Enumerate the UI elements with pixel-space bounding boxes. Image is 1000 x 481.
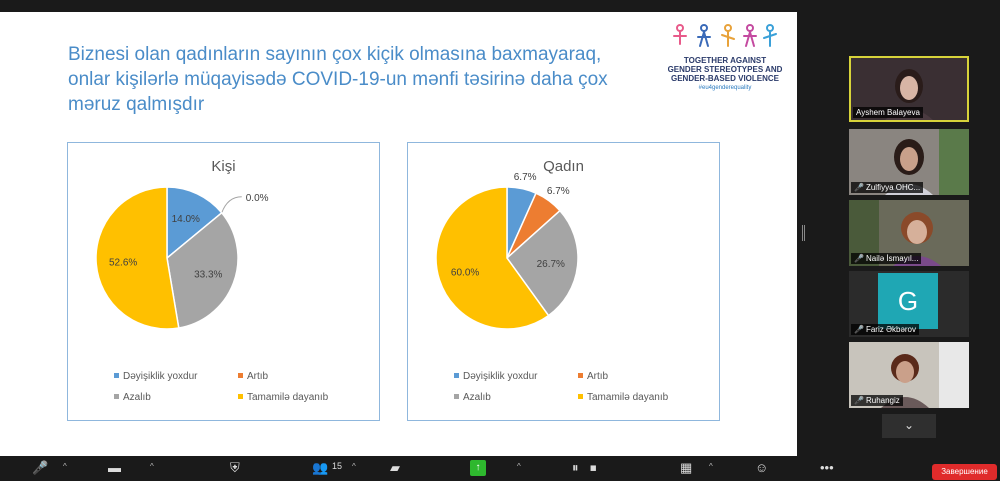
reactions-icon[interactable]: ☺ [755, 460, 769, 475]
pie-chart-qadin: Qadın 6.7% 6.7% 26.7% 60.0% Dəyişiklik yoxdur… [435, 158, 669, 403]
share-options-chevron-icon[interactable]: ^ [517, 462, 521, 471]
data-label: 6.7% [547, 186, 570, 197]
scroll-down-chevron-icon[interactable]: ⌄ [882, 414, 936, 438]
legend-label: Azalıb [463, 392, 491, 403]
data-label: 6.7% [514, 172, 537, 183]
chart-qadin: Qadın 6.7% 6.7% 26.7% 60.0% Dəyişiklik yoxdur… [407, 142, 720, 421]
end-meeting-button[interactable]: Завершение [932, 464, 997, 480]
video-camera-icon[interactable]: ▬ [108, 460, 121, 475]
participants-options-chevron-icon[interactable]: ^ [352, 462, 356, 471]
muted-mic-icon: 🎤 [854, 396, 864, 405]
logo-line-1: TOGETHER AGAINST [683, 56, 767, 65]
participant-name: 🎤 Ruhangiz [851, 395, 903, 406]
legend-label: Dəyişiklik yoxdur [123, 371, 198, 382]
mute-mic-icon[interactable]: 🎤 [32, 460, 49, 475]
participant-avatar: G [878, 273, 938, 329]
slide-title: Biznesi olan qadınların sayının çox kiçi… [68, 44, 608, 115]
participant-name: 🎤 Fariz Əkbərov [851, 324, 919, 335]
muted-mic-icon: 🎤 [854, 254, 864, 263]
participant-tile[interactable]: 🎤 Ruhangiz [849, 342, 969, 408]
participant-tile[interactable]: 🎤 Nailə İsmayıl... [849, 200, 969, 266]
pie-slice [435, 186, 550, 330]
muted-mic-icon: 🎤 [854, 325, 864, 334]
participants-icon[interactable]: 👥 [312, 460, 329, 475]
logo-line-2: GENDER STEREOTYPES AND [667, 65, 783, 74]
legend-label: Tamamilə dayanıb [247, 392, 329, 403]
pause-share-icon[interactable]: ⏸ [572, 460, 579, 475]
logo-line-3: GENDER-BASED VIOLENCE [670, 74, 779, 83]
pie-slice [95, 186, 180, 330]
more-options-icon[interactable]: ••• [820, 460, 834, 475]
label-leader-line [221, 196, 242, 213]
apps-grid-icon[interactable]: ▦ [680, 460, 693, 475]
pie-slice [166, 211, 239, 329]
stop-share-icon[interactable]: ⏹ [590, 460, 597, 475]
legend-label: Artıb [247, 371, 269, 382]
data-label: 26.7% [537, 259, 565, 270]
chart-kisi: Kişi 14.0% 0.0% 33.3% 52.6% Dəyişiklik yoxdur… [67, 142, 380, 421]
shared-slide: Biznesi olan qadınların sayının çox kiçi… [0, 12, 797, 456]
pie-chart-kisi: Kişi 14.0% 0.0% 33.3% 52.6% Dəyişiklik yoxdur… [95, 158, 329, 403]
data-label: 14.0% [172, 214, 200, 225]
video-options-chevron-icon[interactable]: ^ [150, 462, 154, 471]
legend-swatch [114, 373, 119, 378]
chat-icon[interactable]: ▰ [390, 460, 400, 475]
legend-swatch [114, 394, 119, 399]
legend-label: Dəyişiklik yoxdur [463, 371, 538, 382]
apps-options-chevron-icon[interactable]: ^ [709, 462, 713, 471]
panel-resize-handle[interactable] [802, 225, 805, 241]
legend-label: Azalıb [123, 392, 151, 403]
legend-swatch [578, 394, 583, 399]
logo-figures-icon [673, 24, 777, 47]
data-label: 0.0% [246, 193, 269, 204]
legend-swatch [238, 373, 243, 378]
participants-count: 15 [332, 461, 343, 471]
legend-swatch [454, 394, 459, 399]
participant-name: 🎤 Nailə İsmayıl... [851, 253, 922, 264]
chart-title: Qadın [543, 158, 584, 175]
legend-label: Artıb [587, 371, 609, 382]
pie-slice [166, 186, 223, 260]
legend-swatch [238, 394, 243, 399]
together-against-logo: TOGETHER AGAINST GENDER STEREOTYPES AND … [664, 22, 786, 102]
participant-tile[interactable]: G 🎤 Fariz Əkbərov [849, 271, 969, 337]
participant-tile[interactable]: 🎤 Zulfiyya OHC... [849, 129, 969, 195]
share-screen-icon[interactable]: ↑ [470, 460, 486, 476]
muted-mic-icon: 🎤 [854, 183, 864, 192]
participant-name: 🎤 Zulfiyya OHC... [851, 182, 924, 193]
chart-title: Kişi [211, 158, 235, 175]
data-label: 33.3% [194, 269, 222, 280]
audio-options-chevron-icon[interactable]: ^ [63, 462, 67, 471]
legend-swatch [578, 373, 583, 378]
legend-label: Tamamilə dayanıb [587, 392, 669, 403]
meeting-toolbar: 🎤 ^ ▬ ^ ⛨ 👥 15 ^ ▰ ↑ ^ ⏸ ⏹ ▦ ^ ☺ ••• Зав… [0, 456, 1000, 481]
data-label: 60.0% [451, 268, 479, 279]
logo-hashtag: #eu4genderequality [698, 85, 752, 91]
legend-swatch [454, 373, 459, 378]
participant-name: Ayshem Balayeva [853, 107, 923, 118]
participant-tile[interactable]: Ayshem Balayeva [849, 56, 969, 122]
pie-slice [505, 209, 579, 317]
security-shield-icon[interactable]: ⛨ [230, 460, 240, 475]
data-label: 52.6% [109, 258, 137, 269]
